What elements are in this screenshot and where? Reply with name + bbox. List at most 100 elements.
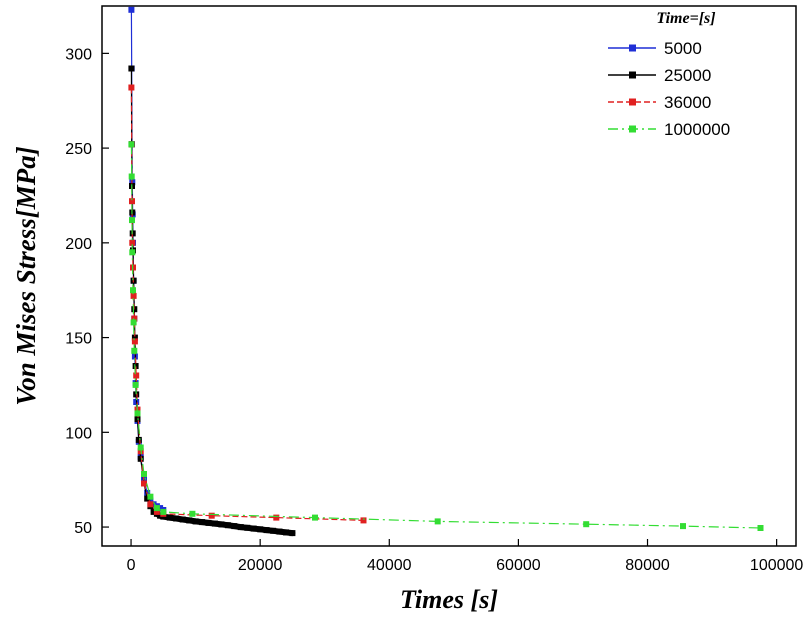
y-axis-ticks: 50 100 150 200 250 300: [65, 46, 109, 537]
data-point: [134, 410, 141, 417]
data-point: [192, 518, 199, 525]
data-point: [263, 527, 270, 534]
legend-item-25000: 25000: [608, 66, 711, 85]
series-line-5000: [130, 9, 164, 511]
data-point: [186, 517, 193, 524]
data-point: [133, 372, 140, 379]
y-tick-label: 50: [74, 520, 92, 537]
legend-marker: [629, 44, 636, 52]
data-point: [250, 525, 257, 532]
x-tick-label: 20000: [238, 557, 283, 574]
data-point: [135, 436, 142, 443]
series-line-36000: [130, 87, 364, 521]
plot-area-border: [101, 5, 797, 547]
data-point: [132, 381, 139, 388]
legend-item-36000: 36000: [608, 93, 711, 112]
data-point: [128, 173, 135, 180]
series-36000: [128, 84, 367, 524]
legend-items: 5000 25000 36000 1000000: [608, 39, 730, 139]
data-point: [160, 508, 167, 515]
data-point: [583, 521, 590, 528]
x-tick-label: 100000: [750, 557, 803, 574]
data-point: [133, 391, 140, 398]
x-tick-label: 60000: [496, 557, 541, 574]
data-point: [147, 501, 154, 508]
y-axis-label: Von Mises Stress[MPa]: [11, 146, 41, 406]
data-point: [244, 524, 251, 531]
data-point: [434, 518, 441, 525]
data-point: [131, 347, 138, 354]
data-point: [129, 249, 136, 256]
data-point: [273, 514, 280, 521]
data-point: [150, 508, 157, 515]
series-5000: [128, 6, 167, 513]
data-point: [212, 520, 218, 527]
data-point: [147, 493, 154, 500]
data-point: [166, 514, 173, 521]
data-point: [153, 508, 160, 515]
data-point: [179, 516, 186, 523]
data-point: [199, 519, 206, 526]
data-point: [231, 523, 238, 530]
data-point: [128, 141, 135, 148]
data-point: [757, 525, 764, 531]
data-point: [128, 65, 135, 72]
y-tick-label: 150: [65, 331, 92, 348]
data-point: [129, 217, 135, 224]
legend-marker: [629, 71, 636, 79]
data-point: [312, 514, 318, 521]
legend-item-5000: 5000: [608, 39, 702, 58]
data-point: [205, 519, 212, 526]
data-point: [130, 292, 137, 299]
legend-label: 5000: [664, 39, 702, 58]
data-point: [224, 522, 231, 529]
data-point: [129, 198, 135, 205]
data-point: [129, 239, 136, 246]
data-point: [131, 338, 138, 345]
data-point: [189, 510, 196, 517]
legend-title: Time=[s]: [656, 10, 715, 27]
y-tick-label: 100: [65, 425, 92, 442]
legend-label: 1000000: [664, 120, 730, 139]
y-tick-label: 250: [65, 141, 92, 158]
data-point: [150, 501, 157, 508]
data-point: [130, 287, 136, 294]
x-axis-label: Times [s]: [400, 585, 498, 614]
data-point: [276, 528, 283, 535]
legend-label: 25000: [664, 66, 711, 85]
data-point: [132, 363, 139, 369]
x-tick-label: 0: [127, 557, 136, 574]
legend-label: 36000: [664, 93, 711, 112]
data-point: [128, 84, 135, 91]
data-point: [153, 505, 160, 512]
series-line-25000: [130, 68, 293, 534]
data-point: [680, 523, 686, 530]
series-1000000: [128, 141, 764, 531]
legend-marker: [629, 98, 636, 106]
legend: Time=[s] 5000 25000 36000 1000000: [608, 10, 730, 139]
data-point: [137, 455, 144, 462]
data-point: [218, 521, 225, 528]
data-point: [141, 480, 147, 487]
data-point: [283, 529, 289, 536]
legend-item-1000000: 1000000: [608, 120, 730, 139]
data-point: [360, 517, 367, 524]
data-point: [128, 6, 135, 13]
x-tick-label: 80000: [625, 557, 670, 574]
data-point: [237, 524, 244, 531]
series-line-1000000: [130, 144, 761, 529]
data-point: [131, 315, 138, 322]
series-25000: [128, 65, 296, 537]
series-group: [128, 6, 764, 537]
y-tick-label: 300: [65, 46, 92, 63]
x-tick-label: 40000: [367, 557, 412, 574]
data-point: [257, 526, 264, 533]
data-point: [147, 497, 154, 504]
data-point: [157, 505, 164, 512]
x-axis-ticks: 0 20000 40000 60000 80000 100000: [127, 539, 803, 574]
data-point: [289, 530, 296, 537]
data-point: [130, 319, 137, 326]
data-point: [141, 471, 147, 477]
data-point: [144, 495, 151, 502]
